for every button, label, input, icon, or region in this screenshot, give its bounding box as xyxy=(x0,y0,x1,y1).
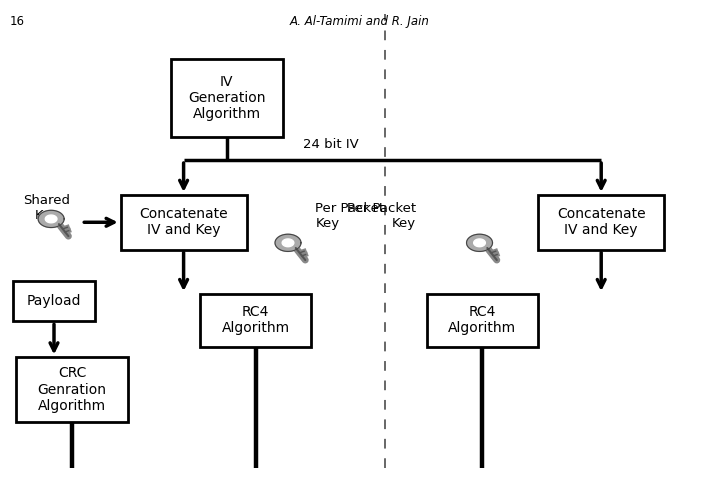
Bar xyxy=(538,195,664,250)
Text: Concatenate
IV and Key: Concatenate IV and Key xyxy=(557,207,646,238)
Text: Concatenate
IV and Key: Concatenate IV and Key xyxy=(139,207,228,238)
Text: A. Al-Tamimi and R. Jain: A. Al-Tamimi and R. Jain xyxy=(290,15,430,28)
Polygon shape xyxy=(282,239,294,247)
Text: Shared
Key: Shared Key xyxy=(23,194,71,222)
Bar xyxy=(12,281,95,321)
Text: RC4
Algorithm: RC4 Algorithm xyxy=(222,305,289,336)
Text: CRC
Genration
Algorithm: CRC Genration Algorithm xyxy=(37,366,107,413)
Text: 24 bit IV: 24 bit IV xyxy=(303,138,359,151)
Polygon shape xyxy=(45,215,57,223)
Bar xyxy=(17,358,128,422)
Bar xyxy=(199,294,311,347)
Bar xyxy=(426,294,539,347)
Polygon shape xyxy=(467,234,492,251)
Text: Payload: Payload xyxy=(27,294,81,308)
Text: RC4
Algorithm: RC4 Algorithm xyxy=(449,305,516,336)
Polygon shape xyxy=(38,210,64,228)
Text: Per Packet
Key: Per Packet Key xyxy=(315,202,384,230)
Text: Per Packet
Key: Per Packet Key xyxy=(347,202,416,230)
Bar xyxy=(171,59,282,138)
Bar xyxy=(121,195,246,250)
Text: 16: 16 xyxy=(10,15,25,28)
Polygon shape xyxy=(275,234,301,251)
Text: IV
Generation
Algorithm: IV Generation Algorithm xyxy=(188,75,266,121)
Polygon shape xyxy=(474,239,485,247)
